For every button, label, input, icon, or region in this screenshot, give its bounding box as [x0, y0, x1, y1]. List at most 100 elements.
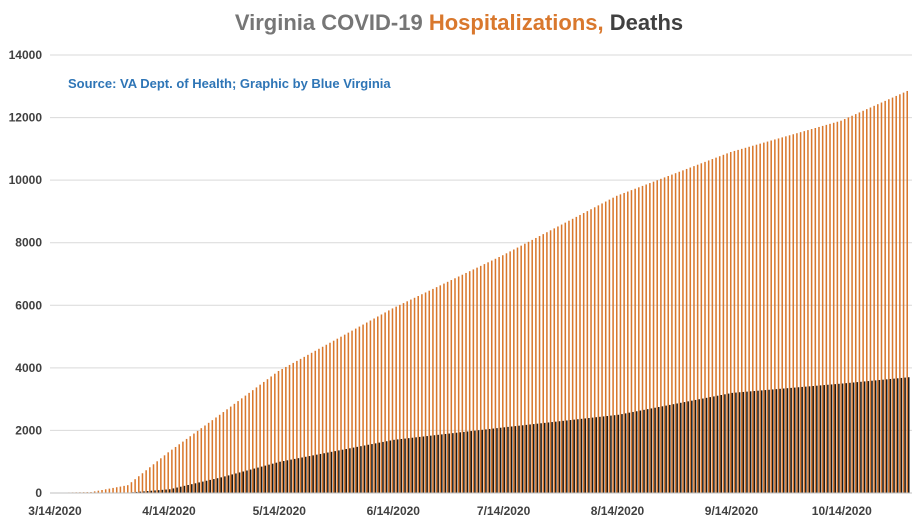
bar-deaths [220, 477, 222, 493]
bar-deaths [540, 423, 542, 493]
bar-deaths [683, 402, 686, 493]
bar-hospitalizations [240, 398, 243, 493]
bar-deaths [555, 421, 557, 493]
bar-deaths [499, 427, 502, 493]
bar-hospitalizations [520, 245, 522, 493]
bar-hospitalizations [649, 183, 651, 493]
bar-hospitalizations [93, 491, 96, 493]
bar-deaths [316, 454, 318, 493]
bar-deaths [882, 379, 884, 493]
bar-deaths [532, 424, 535, 493]
bar-deaths [356, 446, 359, 493]
bar-hospitalizations [457, 276, 460, 493]
bar-hospitalizations [182, 441, 184, 493]
bar-deaths [507, 426, 509, 493]
bar-hospitalizations [446, 281, 449, 493]
bar-hospitalizations [237, 401, 239, 493]
bar-deaths [746, 391, 748, 493]
bar-hospitalizations [369, 320, 372, 493]
bar-hospitalizations [303, 356, 306, 493]
bar-deaths [249, 469, 252, 493]
bar-deaths [786, 388, 789, 493]
bar-hospitalizations [796, 133, 798, 493]
bar-deaths [419, 436, 421, 493]
bar-deaths [738, 392, 741, 493]
bar-deaths [264, 465, 267, 494]
title-part-3: Deaths [603, 10, 684, 35]
bar-hospitalizations [380, 314, 383, 493]
bar-deaths [503, 427, 506, 493]
bar-hospitalizations [884, 100, 886, 493]
bar-deaths [529, 424, 531, 493]
bar-deaths [624, 413, 627, 493]
bar-deaths [819, 385, 822, 493]
bar-deaths [566, 420, 568, 493]
y-tick-label: 12000 [9, 111, 43, 125]
bar-deaths [360, 446, 362, 493]
bar-hospitalizations [226, 409, 228, 493]
bar-hospitalizations [689, 167, 692, 493]
bar-hospitalizations [362, 324, 364, 493]
bar-deaths [691, 400, 693, 493]
bar-hospitalizations [354, 328, 357, 493]
bar-deaths [312, 455, 314, 493]
bar-hospitalizations [531, 239, 533, 493]
bar-deaths [235, 473, 237, 493]
bar-hospitalizations [156, 461, 158, 493]
bar-deaths [518, 425, 520, 493]
bar-deaths [374, 443, 377, 493]
bar-hospitalizations [527, 241, 530, 493]
bar-deaths [577, 419, 579, 493]
bar-deaths [305, 456, 307, 493]
bar-deaths [680, 402, 682, 493]
bar-hospitalizations [818, 126, 820, 494]
bar-deaths [657, 407, 660, 493]
bar-deaths [422, 436, 425, 493]
bar-deaths [514, 426, 517, 493]
bar-hospitalizations [207, 422, 210, 493]
bar-deaths [900, 377, 903, 493]
bar-hospitalizations [840, 120, 842, 493]
bar-hospitalizations [546, 232, 548, 493]
chart-title: Virginia COVID-19 Hospitalizations, Deat… [0, 10, 918, 36]
bar-hospitalizations [222, 412, 225, 493]
bar-hospitalizations [770, 140, 772, 493]
bar-deaths [805, 386, 807, 493]
bar-hospitalizations [274, 373, 276, 493]
bar-hospitalizations [663, 177, 666, 494]
bar-hospitalizations [307, 354, 309, 493]
bar-deaths [720, 395, 723, 493]
bar-hospitalizations [126, 485, 129, 493]
bar-hospitalizations [255, 387, 258, 493]
bar-deaths [279, 461, 281, 493]
bar-hospitalizations [862, 110, 864, 493]
bar-deaths [459, 432, 461, 493]
bar-hospitalizations [101, 490, 103, 493]
bar-deaths [146, 491, 149, 493]
bar-deaths [485, 429, 487, 493]
bar-deaths [646, 409, 649, 493]
bar-deaths [363, 445, 366, 493]
bar-hospitalizations [233, 403, 236, 493]
bar-deaths [198, 482, 200, 493]
bar-deaths [488, 428, 491, 493]
bar-deaths [441, 434, 443, 493]
x-tick-label: 5/14/2020 [253, 504, 307, 518]
bar-deaths [613, 415, 616, 493]
bar-deaths [319, 453, 322, 493]
bar-deaths [430, 435, 432, 493]
bar-hospitalizations [601, 203, 603, 493]
bar-hospitalizations [843, 119, 846, 494]
bar-hospitalizations [402, 303, 405, 493]
bar-hospitalizations [542, 234, 544, 493]
bar-deaths [367, 444, 370, 493]
x-tick-label: 10/14/2020 [812, 504, 872, 518]
bar-hospitalizations [365, 322, 368, 493]
bar-deaths [845, 383, 848, 493]
bar-deaths [731, 392, 734, 493]
bar-hospitalizations [174, 446, 177, 493]
bar-deaths [231, 474, 234, 493]
bar-deaths [275, 462, 278, 493]
bar-deaths [194, 483, 197, 493]
bar-deaths [852, 382, 855, 493]
